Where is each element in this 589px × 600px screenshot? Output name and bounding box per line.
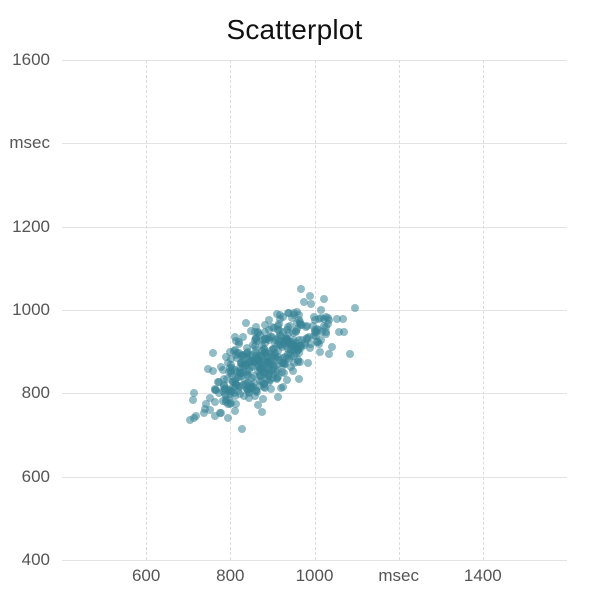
y-tick-label: 400	[0, 550, 50, 570]
data-point	[265, 326, 273, 334]
data-point	[277, 384, 285, 392]
data-point	[322, 313, 330, 321]
data-point	[254, 328, 262, 336]
data-point	[247, 327, 255, 335]
data-point	[311, 326, 319, 334]
data-point	[278, 368, 286, 376]
plot-area	[62, 60, 567, 560]
data-point	[290, 309, 298, 317]
data-point	[230, 347, 238, 355]
data-point	[224, 414, 232, 422]
x-tick-label: msec	[378, 566, 419, 586]
data-point	[289, 367, 297, 375]
data-point	[325, 350, 333, 358]
data-point	[231, 407, 239, 415]
data-point	[209, 367, 217, 375]
data-point	[242, 319, 250, 327]
data-point	[296, 342, 304, 350]
data-point	[211, 398, 219, 406]
data-point	[228, 372, 236, 380]
data-point	[273, 310, 281, 318]
data-point	[239, 369, 247, 377]
data-point	[260, 383, 268, 391]
data-point	[283, 376, 291, 384]
data-point	[290, 352, 298, 360]
data-point	[190, 389, 198, 397]
data-point	[320, 295, 328, 303]
grid-line-horizontal	[62, 560, 567, 561]
x-tick-label: 600	[132, 566, 160, 586]
data-point	[310, 313, 318, 321]
y-tick-label: 800	[0, 383, 50, 403]
data-point	[259, 395, 267, 403]
grid-line-vertical	[483, 60, 484, 560]
grid-line-vertical	[230, 60, 231, 560]
data-point	[190, 414, 198, 422]
data-point	[322, 330, 330, 338]
scatterplot-chart: Scatterplot 400 600 800 1000 1200 msec 1600 600…	[0, 0, 589, 600]
data-point	[220, 382, 228, 390]
data-point	[316, 348, 324, 356]
y-tick-label: 1600	[0, 50, 50, 70]
chart-title: Scatterplot	[0, 14, 589, 46]
data-point	[258, 408, 266, 416]
y-tick-label: 600	[0, 467, 50, 487]
data-point	[227, 388, 235, 396]
y-tick-label: msec	[0, 133, 50, 153]
data-point	[260, 368, 268, 376]
data-point	[274, 326, 282, 334]
data-point	[307, 340, 315, 348]
data-point	[333, 315, 341, 323]
data-point	[222, 353, 230, 361]
grid-line-vertical	[315, 60, 316, 560]
data-point	[275, 356, 283, 364]
data-point	[298, 321, 306, 329]
data-point	[283, 326, 291, 334]
grid-line-vertical	[399, 60, 400, 560]
data-point	[261, 335, 269, 343]
y-tick-label: 1000	[0, 300, 50, 320]
grid-line-vertical	[146, 60, 147, 560]
data-point	[231, 333, 239, 341]
y-tick-label: 1200	[0, 217, 50, 237]
data-point	[209, 349, 217, 357]
data-point	[251, 336, 259, 344]
data-point	[351, 304, 359, 312]
data-point	[238, 425, 246, 433]
x-tick-label: 800	[216, 566, 244, 586]
data-point	[346, 350, 354, 358]
data-point	[274, 393, 282, 401]
data-point	[206, 406, 214, 414]
data-point	[232, 380, 240, 388]
data-point	[314, 338, 322, 346]
data-point	[297, 285, 305, 293]
data-point	[248, 374, 256, 382]
data-point	[292, 328, 300, 336]
data-point	[280, 338, 288, 346]
data-point	[295, 375, 303, 383]
data-point	[265, 316, 273, 324]
x-tick-label: 1400	[464, 566, 502, 586]
data-point	[224, 400, 232, 408]
data-point	[269, 374, 277, 382]
data-point	[262, 348, 270, 356]
x-tick-label: 1000	[296, 566, 334, 586]
data-point	[249, 383, 257, 391]
data-point	[300, 298, 308, 306]
data-point	[335, 328, 343, 336]
data-point	[304, 359, 312, 367]
data-point	[217, 409, 225, 417]
